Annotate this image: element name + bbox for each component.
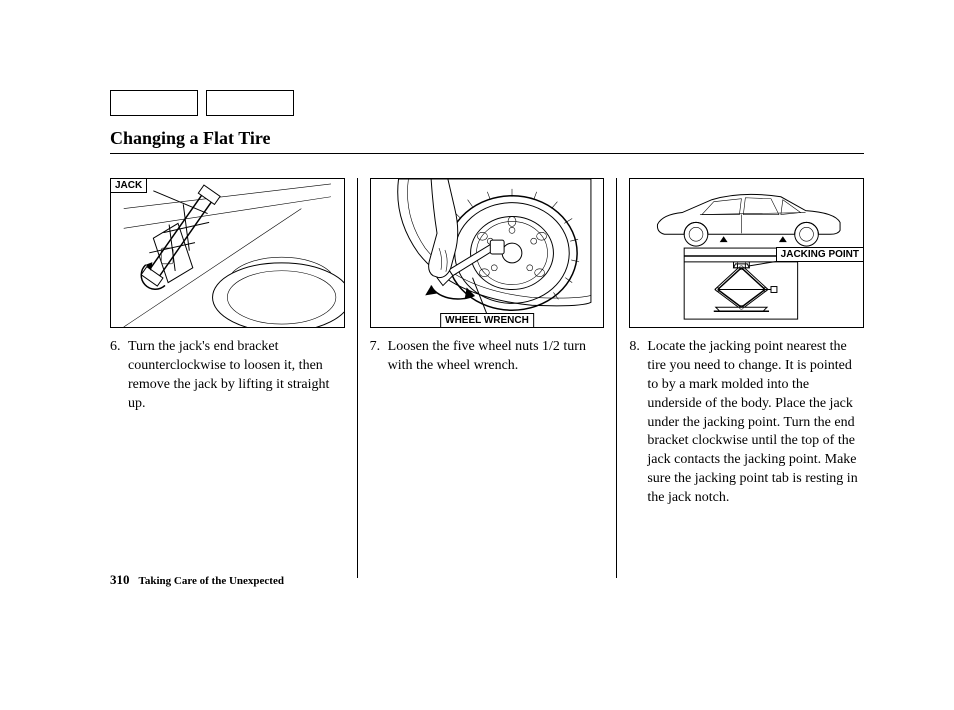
figure-jack: JACK bbox=[110, 178, 345, 328]
step-8: 8. Locate the jacking point nearest the … bbox=[629, 338, 864, 508]
page-footer: 310 Taking Care of the Unexpected bbox=[110, 572, 284, 588]
step-number: 8. bbox=[629, 338, 647, 508]
header-box-1[interactable] bbox=[110, 90, 198, 116]
step-text: Locate the jacking point nearest the tir… bbox=[647, 338, 864, 508]
figure-label-jacking: JACKING POINT bbox=[776, 247, 864, 262]
column-2: WHEEL WRENCH bbox=[358, 178, 617, 578]
figure-label-jack: JACK bbox=[110, 178, 147, 193]
step-7: 7. Loosen the five wheel nuts 1/2 turn w… bbox=[370, 338, 605, 376]
figure-label-wrench: WHEEL WRENCH bbox=[440, 313, 534, 328]
header-link-boxes bbox=[110, 90, 864, 116]
column-3: JACKING POINT bbox=[617, 178, 864, 578]
figure-wheel-wrench: WHEEL WRENCH bbox=[370, 178, 605, 328]
content-columns: JACK bbox=[110, 178, 864, 578]
column-1: JACK bbox=[110, 178, 357, 578]
step-text: Loosen the five wheel nuts 1/2 turn with… bbox=[388, 338, 605, 376]
section-title: Taking Care of the Unexpected bbox=[139, 575, 284, 587]
step-number: 7. bbox=[370, 338, 388, 376]
header-box-2[interactable] bbox=[206, 90, 294, 116]
page-title: Changing a Flat Tire bbox=[110, 128, 864, 154]
jack-illustration bbox=[111, 179, 344, 327]
wrench-illustration bbox=[371, 179, 604, 327]
figure-jacking-point: JACKING POINT bbox=[629, 178, 864, 328]
step-6: 6. Turn the jack's end bracket countercl… bbox=[110, 338, 345, 414]
manual-page: Changing a Flat Tire JACK bbox=[0, 0, 954, 710]
page-number: 310 bbox=[110, 572, 130, 587]
step-number: 6. bbox=[110, 338, 128, 414]
step-text: Turn the jack's end bracket counterclock… bbox=[128, 338, 345, 414]
